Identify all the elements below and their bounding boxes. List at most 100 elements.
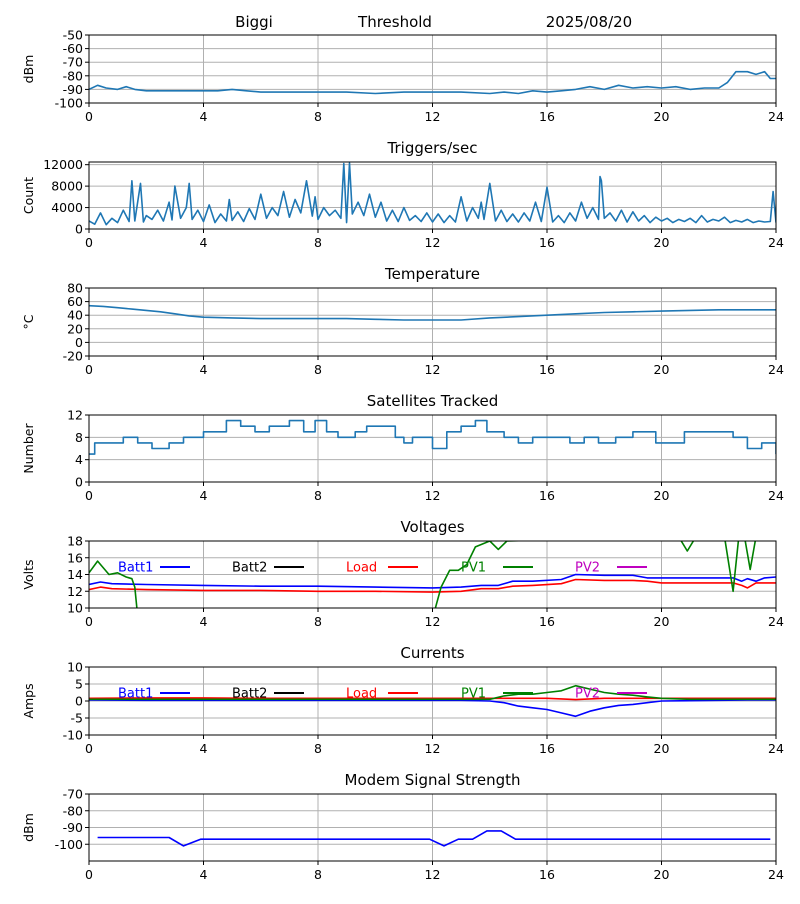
modem-x-tick-label: 24 <box>768 867 784 882</box>
dbm-x-tick-label: 16 <box>539 109 555 124</box>
volts-x-tick-label: 16 <box>539 614 555 629</box>
trig-x-tick-label: 16 <box>539 235 555 250</box>
sats-y-tick-label: 8 <box>75 430 83 445</box>
volts-x-tick-label: 24 <box>768 614 784 629</box>
volts-chart-title: Voltages <box>400 518 464 536</box>
temp-chart-title: Temperature <box>384 265 480 283</box>
sats-panel: 0 4 8 12 16 20 24 0 4 8 12 Satellites Tracked Number <box>21 392 784 503</box>
sats-series-line-0 <box>89 419 776 455</box>
header-mode: Threshold <box>357 13 432 31</box>
volts-legend-label-pv2: PV2 <box>575 561 600 576</box>
amps-y-tick-label: 10 <box>67 660 83 675</box>
amps-x-tick-label: 12 <box>425 741 441 756</box>
temp-x-tick-label: 8 <box>314 362 322 377</box>
amps-legend-label-batt2: Batt2 <box>232 687 267 702</box>
temp-y-tick-label: 60 <box>67 294 83 309</box>
volts-x-tick-label: 20 <box>654 614 670 629</box>
amps-y-tick-label: 5 <box>75 677 83 692</box>
sats-x-tick-label: 20 <box>654 488 670 503</box>
sats-y-tick-label: 4 <box>75 452 83 467</box>
amps-series-line-batt1 <box>89 699 776 718</box>
temp-y-tick-label: 80 <box>67 281 83 296</box>
temp-x-tick-label: 0 <box>85 362 93 377</box>
trig-x-tick-label: 12 <box>425 235 441 250</box>
amps-y-tick-label: 0 <box>75 694 83 709</box>
volts-y-tick-label: 12 <box>67 584 83 599</box>
temp-x-tick-label: 16 <box>539 362 555 377</box>
dbm-series-line-0 <box>89 70 776 95</box>
volts-series-line-batt1 <box>89 573 776 589</box>
volts-x-tick-label: 12 <box>425 614 441 629</box>
volts-y-axis-label: Volts <box>21 559 36 589</box>
sats-chart-title: Satellites Tracked <box>367 392 498 410</box>
dbm-y-tick-label: -60 <box>63 41 83 56</box>
amps-legend-label-pv2: PV2 <box>575 687 600 702</box>
temp-x-tick-label: 4 <box>200 362 208 377</box>
amps-x-tick-label: 16 <box>539 741 555 756</box>
header-station: Biggi <box>235 13 273 31</box>
sats-x-tick-label: 8 <box>314 488 322 503</box>
trig-x-tick-label: 8 <box>314 235 322 250</box>
dbm-y-tick-label: -50 <box>63 28 83 43</box>
trig-x-tick-label: 4 <box>200 235 208 250</box>
amps-y-tick-label: -10 <box>63 728 83 743</box>
sats-y-tick-label: 0 <box>75 475 83 490</box>
temp-y-tick-label: 0 <box>75 335 83 350</box>
amps-x-tick-label: 24 <box>768 741 784 756</box>
trig-panel: 0 4 8 12 16 20 24 0 4000 8000 12000 Triggers/sec Cou… <box>21 139 784 250</box>
trig-y-tick-label: 8000 <box>51 179 83 194</box>
trig-x-tick-label: 20 <box>654 235 670 250</box>
amps-legend-label-pv1: PV1 <box>461 687 486 702</box>
dbm-y-tick-label: -80 <box>63 68 83 83</box>
amps-legend-label-batt1: Batt1 <box>118 687 153 702</box>
dbm-y-tick-label: -90 <box>63 82 83 97</box>
modem-series-line-0 <box>97 830 771 847</box>
trig-x-tick-label: 24 <box>768 235 784 250</box>
dbm-y-tick-label: -100 <box>55 96 83 111</box>
amps-chart-title: Currents <box>400 644 464 662</box>
modem-x-tick-label: 4 <box>200 867 208 882</box>
amps-series-line-load <box>89 697 776 701</box>
volts-legend-label-batt2: Batt2 <box>232 561 267 576</box>
dbm-y-axis-label: dBm <box>21 55 36 84</box>
volts-series-line-pv1 <box>89 541 757 608</box>
volts-x-tick-label: 0 <box>85 614 93 629</box>
temp-series-line-0 <box>89 304 776 321</box>
volts-y-tick-label: 16 <box>67 550 83 565</box>
sats-y-tick-label: 12 <box>67 408 83 423</box>
temp-x-tick-label: 12 <box>425 362 441 377</box>
temp-y-tick-label: 20 <box>67 321 83 336</box>
sats-x-tick-label: 24 <box>768 488 784 503</box>
modem-y-tick-label: -70 <box>63 787 83 802</box>
temp-y-tick-label: 40 <box>67 308 83 323</box>
amps-x-tick-label: 8 <box>314 741 322 756</box>
dbm-x-tick-label: 12 <box>425 109 441 124</box>
amps-x-tick-label: 20 <box>654 741 670 756</box>
dbm-x-tick-label: 8 <box>314 109 322 124</box>
amps-x-tick-label: 0 <box>85 741 93 756</box>
dbm-x-tick-label: 20 <box>654 109 670 124</box>
volts-legend-label-load: Load <box>346 561 377 576</box>
volts-y-tick-label: 10 <box>67 601 83 616</box>
trig-x-tick-label: 0 <box>85 235 93 250</box>
amps-y-axis-label: Amps <box>21 683 36 718</box>
modem-y-axis-label: dBm <box>21 813 36 842</box>
trig-y-axis-label: Count <box>21 177 36 214</box>
sats-y-axis-label: Number <box>21 423 36 474</box>
volts-y-tick-label: 18 <box>67 534 83 549</box>
modem-y-tick-label: -100 <box>55 837 83 852</box>
temp-y-axis-label: °C <box>21 314 36 329</box>
trig-series-line-0 <box>89 162 776 226</box>
modem-x-tick-label: 16 <box>539 867 555 882</box>
volts-x-tick-label: 8 <box>314 614 322 629</box>
trig-y-tick-label: 0 <box>75 222 83 237</box>
amps-x-tick-label: 4 <box>200 741 208 756</box>
sats-x-tick-label: 12 <box>425 488 441 503</box>
dbm-y-tick-label: -70 <box>63 55 83 70</box>
modem-panel: 0 4 8 12 16 20 24 -100 -90 -80-70 Modem Signal Str… <box>21 771 784 882</box>
temp-x-tick-label: 24 <box>768 362 784 377</box>
